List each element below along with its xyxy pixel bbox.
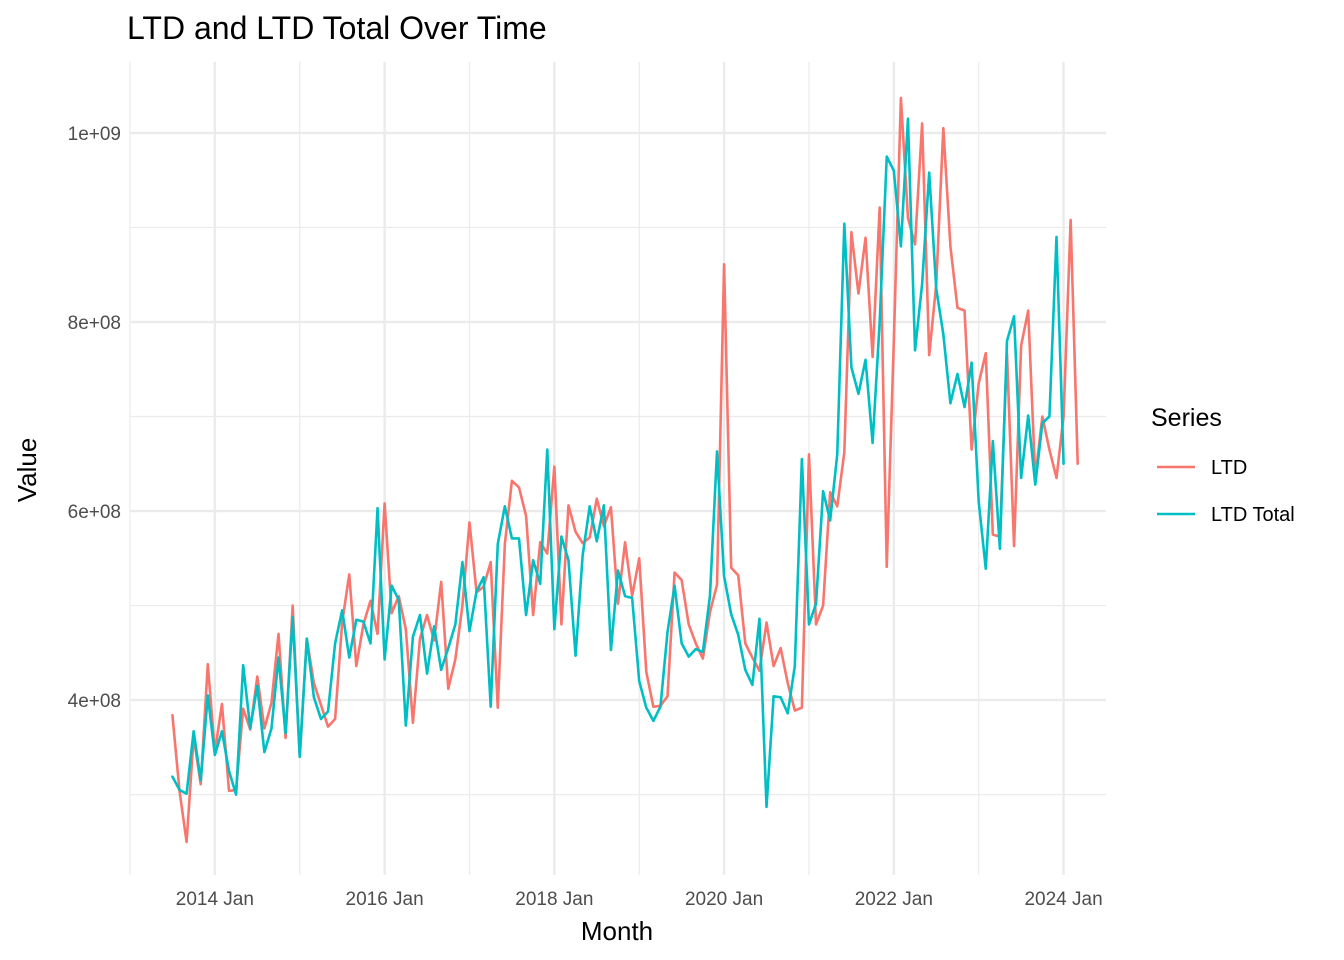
x-tick-label: 2014 Jan bbox=[176, 889, 254, 910]
chart-title: LTD and LTD Total Over Time bbox=[127, 10, 547, 46]
legend-title: Series bbox=[1151, 404, 1222, 432]
series-line-ltd bbox=[171, 96, 1080, 844]
x-tick-label: 2018 Jan bbox=[515, 889, 593, 910]
grid bbox=[129, 62, 1106, 875]
series-lines bbox=[171, 96, 1080, 844]
legend-label-ltd-total: LTD Total bbox=[1211, 504, 1295, 526]
x-tick-label: 2016 Jan bbox=[346, 889, 424, 910]
x-tick-label: 2020 Jan bbox=[685, 889, 763, 910]
y-tick-label: 4e+08 bbox=[68, 691, 121, 712]
x-axis-ticks: 2014 Jan 2016 Jan 2018 Jan 2020 Jan 2022 Jan… bbox=[176, 889, 1103, 910]
y-tick-label: 1e+09 bbox=[68, 124, 121, 145]
y-tick-label: 8e+08 bbox=[68, 313, 121, 334]
y-axis-ticks: 4e+08 6e+08 8e+08 1e+09 bbox=[68, 124, 121, 712]
legend-label-ltd: LTD bbox=[1211, 457, 1247, 479]
x-tick-label: 2024 Jan bbox=[1024, 889, 1102, 910]
y-tick-label: 6e+08 bbox=[68, 502, 121, 523]
x-tick-label: 2022 Jan bbox=[855, 889, 933, 910]
series-line-ltd-total bbox=[171, 117, 1065, 809]
legend: Series LTD LTD Total bbox=[1151, 404, 1295, 526]
y-axis-title: Value bbox=[12, 438, 42, 503]
x-axis-title: Month bbox=[581, 916, 653, 946]
